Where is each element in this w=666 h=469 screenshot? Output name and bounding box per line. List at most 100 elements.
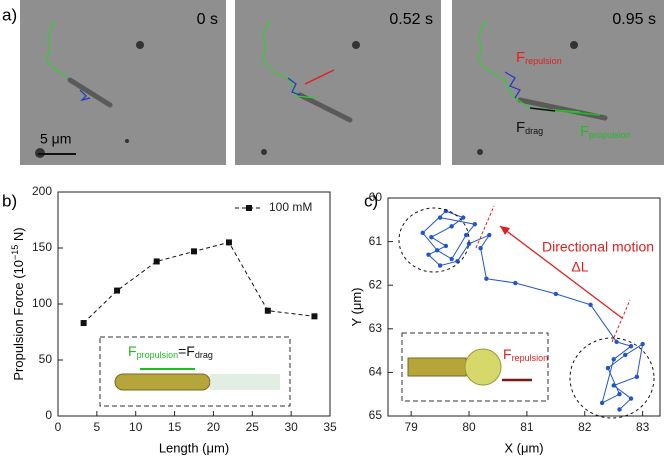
rods <box>67 77 608 123</box>
marker <box>628 344 634 349</box>
rod <box>114 373 211 391</box>
x-tick-label: 20 <box>207 420 221 434</box>
marker <box>449 224 454 229</box>
marker-line <box>475 205 495 249</box>
force-label: Fpropulsion <box>580 123 631 140</box>
marker <box>605 365 611 371</box>
marker <box>434 248 440 253</box>
y-tick-label: 60 <box>369 190 383 204</box>
x-tick-label: 80 <box>462 420 476 434</box>
marker <box>513 280 518 286</box>
marker <box>429 235 434 240</box>
frame <box>20 0 226 165</box>
marker <box>487 232 492 238</box>
marker <box>617 392 622 397</box>
marker <box>80 320 87 327</box>
annotation: Directional motion <box>542 239 654 255</box>
legend-marker <box>246 205 252 211</box>
marker <box>553 291 559 297</box>
arrow <box>304 69 335 85</box>
annotation: ΔL <box>571 259 588 275</box>
marker <box>420 230 425 236</box>
rod <box>407 357 467 377</box>
marker <box>449 256 454 262</box>
y-tick-label: 0 <box>45 408 52 422</box>
chart: 0 5 10 15 20 25 30 35 0 50 100 150 200 Length (μm) Pro… <box>10 184 337 455</box>
y-tick-label: 61 <box>369 234 383 248</box>
x-tick-label: 82 <box>578 420 592 434</box>
marker <box>426 252 431 257</box>
marker <box>114 287 121 294</box>
y-axis-label-part: Propulsion Force (10 <box>11 260 26 381</box>
y-tick-label: 100 <box>32 296 52 310</box>
y-axis-label: Y (μm) <box>349 287 364 326</box>
y-tick-label: 65 <box>369 408 383 422</box>
marker <box>611 357 616 362</box>
marker <box>153 258 160 265</box>
y-tick-label: 63 <box>369 321 383 335</box>
scale-label: 5 μm <box>40 131 71 147</box>
y-axis-label-part: −15 <box>10 245 20 260</box>
inset-label: Frepulsion <box>503 346 548 364</box>
x-tick-label: 25 <box>246 420 260 434</box>
x-tick-label: 5 <box>94 420 101 434</box>
marker <box>640 341 645 347</box>
marker <box>623 352 628 358</box>
frame <box>235 0 441 165</box>
marker <box>191 248 197 255</box>
marker <box>484 276 489 281</box>
inset <box>99 336 291 407</box>
x-tick-label: 30 <box>284 420 298 434</box>
marker <box>437 215 443 220</box>
force-label: Fdrag <box>516 119 543 136</box>
y-axis-label-part: N) <box>11 227 26 244</box>
y-tick-label: 62 <box>369 277 383 291</box>
marker <box>599 400 605 406</box>
marker <box>634 374 640 379</box>
marker <box>614 339 619 345</box>
x-axis-label: X (μm) <box>504 440 543 455</box>
time-label: 0 s <box>197 11 218 28</box>
time-label: 0.95 s <box>612 11 656 28</box>
wake <box>210 374 280 390</box>
marker <box>463 232 469 238</box>
marker <box>466 241 472 246</box>
marker <box>472 221 478 227</box>
y-tick-label: 50 <box>39 352 53 366</box>
marker-line <box>611 299 631 343</box>
x-tick-label: 79 <box>404 420 418 434</box>
x-axis-label: Length (μm) <box>159 440 229 455</box>
microscopy: 0 s 0.52 s 0.95 s 5 μm Frepulsion Fdrag … <box>20 0 664 165</box>
cluster <box>569 337 655 419</box>
marker <box>617 407 622 412</box>
panel-label: a) <box>2 5 17 24</box>
x-tick-label: 81 <box>520 420 534 434</box>
y-axis-label: Propulsion Force (10−15 N) <box>10 227 26 380</box>
x-tick-label: 83 <box>636 420 650 434</box>
marker <box>443 243 449 249</box>
marker <box>588 302 593 308</box>
cluster <box>398 207 470 273</box>
tracks-blue <box>79 71 521 102</box>
marker <box>628 396 634 401</box>
y-axis-label-part: Y (μm) <box>349 287 364 326</box>
sphere <box>464 348 502 386</box>
y-tick-label: 150 <box>32 240 52 254</box>
series-line <box>83 241 315 324</box>
x-tick-label: 15 <box>168 420 182 434</box>
arrow <box>529 107 556 112</box>
y-tick-label: 64 <box>369 365 383 379</box>
panel-label: b) <box>2 191 17 210</box>
y-tick-label: 200 <box>32 184 52 198</box>
panel-label: c) <box>364 191 378 210</box>
plot-frame <box>387 197 661 417</box>
arrow <box>499 225 623 319</box>
marker <box>264 307 271 314</box>
time-label: 0.52 s <box>389 11 433 28</box>
x-tick-label: 0 <box>55 420 62 434</box>
marker <box>611 383 616 388</box>
marker <box>311 313 318 320</box>
legend-label: 100 mM <box>269 200 312 214</box>
marker <box>478 245 483 251</box>
